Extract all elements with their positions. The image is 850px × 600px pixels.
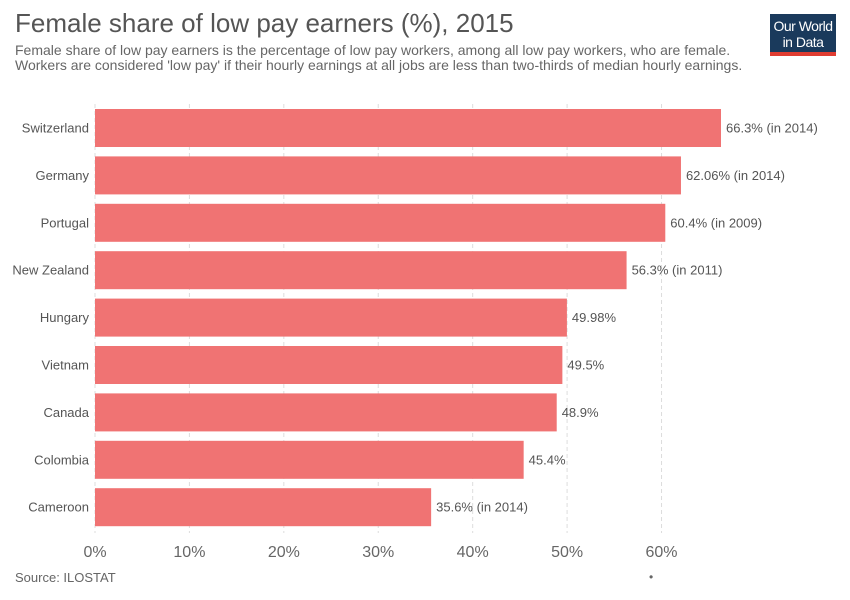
value-label: 35.6% (in 2014) xyxy=(436,500,528,515)
value-labels: 66.3% (in 2014) 62.06% (in 2014) 60.4% (in… xyxy=(436,121,818,515)
chart-subtitle: Female share of low pay earners is the p… xyxy=(15,42,743,73)
value-label: 49.98% xyxy=(572,310,617,325)
x-tick-label: 0% xyxy=(83,544,106,561)
value-label: 49.5% xyxy=(567,358,604,373)
owid-logo[interactable]: Our World in Data xyxy=(770,14,836,56)
x-tick-label: 20% xyxy=(268,544,300,561)
category-label: Portugal xyxy=(41,215,90,230)
value-label: 60.4% (in 2009) xyxy=(670,215,762,230)
value-label: 66.3% (in 2014) xyxy=(726,121,818,136)
footer-dot: • xyxy=(649,570,654,584)
bar[interactable] xyxy=(95,298,567,337)
bar[interactable] xyxy=(95,440,524,479)
x-tick-label: 30% xyxy=(362,544,394,561)
x-tick-label: 10% xyxy=(173,544,205,561)
bar[interactable] xyxy=(95,488,432,527)
category-label: Cameroon xyxy=(28,500,89,515)
category-label: Colombia xyxy=(34,452,90,467)
logo-line-2: in Data xyxy=(782,34,824,50)
category-label: Vietnam xyxy=(42,358,89,373)
logo-line-1: Our World xyxy=(773,18,833,34)
bar[interactable] xyxy=(95,251,627,290)
x-tick-label: 40% xyxy=(457,544,489,561)
x-tick-label: 60% xyxy=(646,544,678,561)
category-label: New Zealand xyxy=(12,263,89,278)
category-label: Switzerland xyxy=(22,121,89,136)
chart-title: Female share of low pay earners (%), 201… xyxy=(15,8,514,38)
category-label: Canada xyxy=(43,405,89,420)
bars xyxy=(95,109,721,527)
x-tick-label: 50% xyxy=(551,544,583,561)
category-labels: Switzerland Germany Portugal New Zealand Hun… xyxy=(12,121,89,515)
value-label: 48.9% xyxy=(562,405,599,420)
bar[interactable] xyxy=(95,346,563,384)
source-note[interactable]: Source: ILOSTAT xyxy=(15,570,116,585)
value-label: 56.3% (in 2011) xyxy=(632,263,723,278)
bar[interactable] xyxy=(95,203,666,242)
bar[interactable] xyxy=(95,109,721,147)
x-axis-tick-labels: 0% 10% 20% 30% 40% 50% 60% xyxy=(83,544,677,561)
value-label: 62.06% (in 2014) xyxy=(686,168,785,183)
bar[interactable] xyxy=(95,156,681,195)
category-label: Germany xyxy=(36,168,90,183)
category-label: Hungary xyxy=(40,310,90,325)
bar-chart: Switzerland Germany Portugal New Zealand Hun… xyxy=(12,104,818,561)
value-label: 45.4% xyxy=(529,452,566,467)
bar[interactable] xyxy=(95,393,557,432)
